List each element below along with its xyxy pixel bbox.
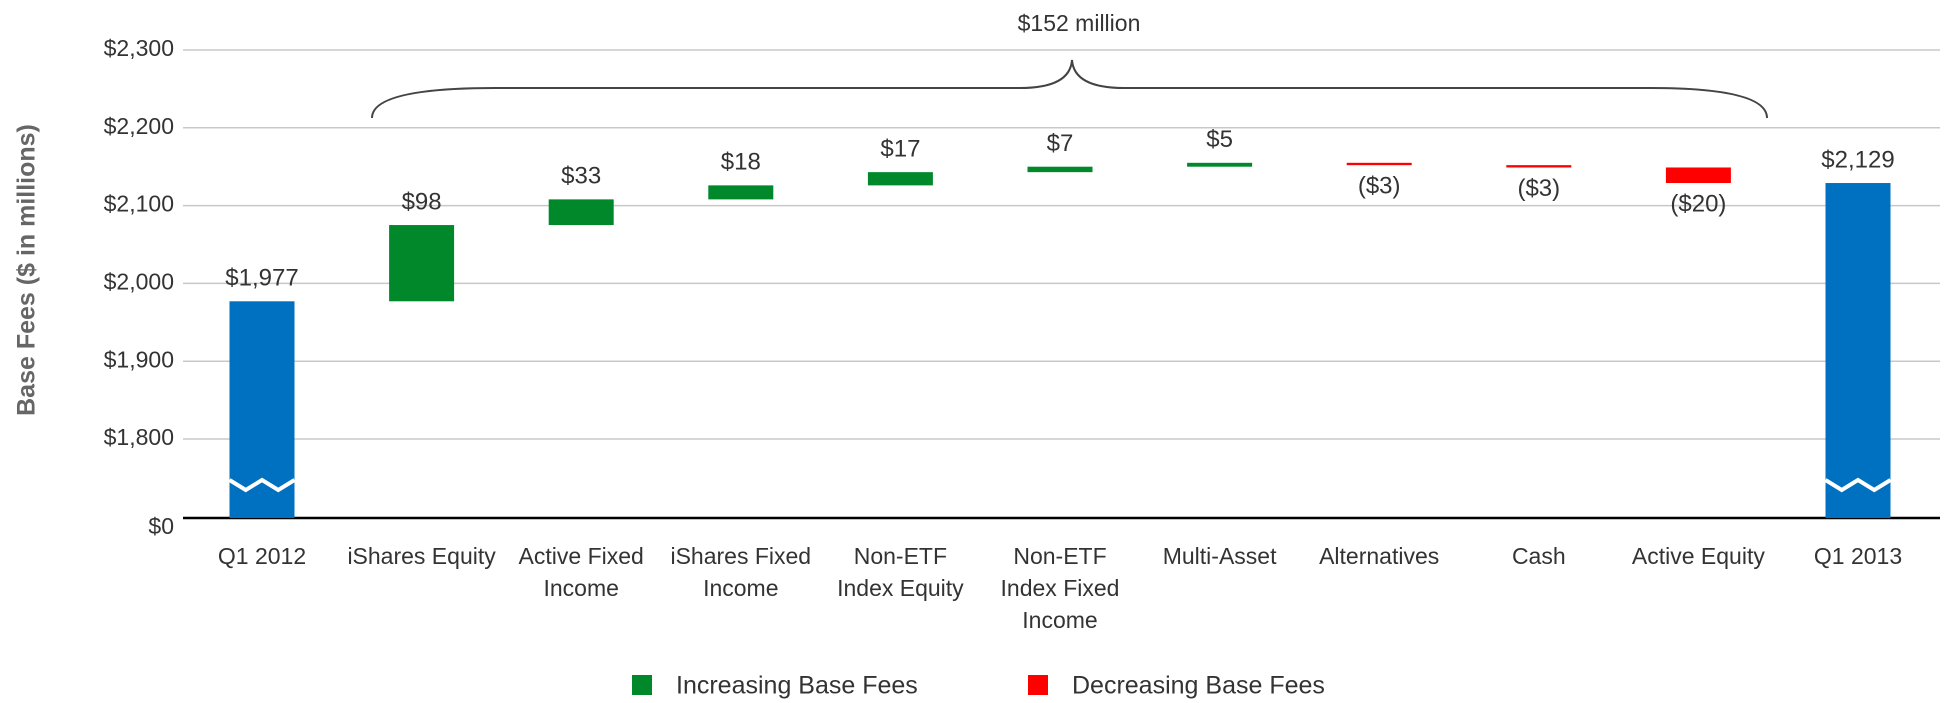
x-tick-label: Active Equity — [1631, 543, 1765, 569]
legend-label: Increasing Base Fees — [676, 672, 918, 700]
x-tick-label: Q1 2012 — [217, 543, 307, 569]
bar — [1346, 162, 1412, 166]
brace — [371, 59, 1768, 119]
value-label: $33 — [561, 163, 601, 190]
value-label: $98 — [402, 188, 442, 215]
axis-break-mark — [1824, 477, 1892, 493]
value-label: $18 — [721, 149, 761, 176]
y-tick-label: $2,200 — [104, 113, 174, 139]
y-tick-label: $1,800 — [104, 424, 174, 450]
bar — [1825, 183, 1891, 518]
legend-label: Decreasing Base Fees — [1072, 672, 1325, 700]
value-label: $5 — [1206, 126, 1233, 153]
bar — [389, 225, 455, 302]
bar — [1506, 165, 1572, 168]
y-tick-label: $1,900 — [104, 346, 174, 372]
axis-break-mark — [228, 477, 296, 493]
value-label: $1,977 — [225, 265, 298, 292]
bar — [1027, 166, 1093, 173]
legend-swatch — [632, 675, 652, 695]
x-tick-label: Q1 2013 — [1813, 543, 1903, 569]
value-label: $17 — [880, 135, 920, 162]
value-label: $7 — [1047, 130, 1074, 157]
value-label: ($3) — [1358, 172, 1401, 199]
x-tick-label: Non-ETF Index Fixed Income — [1000, 543, 1120, 633]
x-tick-label: Cash — [1511, 543, 1566, 569]
y-tick-label: $0 — [148, 513, 174, 539]
y-axis-label: Base Fees ($ in millions) — [13, 124, 41, 416]
x-tick-label: Multi-Asset — [1162, 543, 1277, 569]
x-tick-label: Alternatives — [1319, 543, 1440, 569]
bar — [1187, 162, 1253, 167]
bar — [548, 199, 614, 226]
x-tick-label: Non-ETF Index Equity — [837, 543, 964, 601]
x-tick-label: iShares Fixed Income — [670, 543, 812, 601]
bar — [1665, 167, 1731, 184]
y-tick-label: $2,000 — [104, 268, 174, 294]
y-tick-label: $2,300 — [104, 35, 174, 61]
bar — [867, 172, 933, 186]
value-label: $2,129 — [1821, 146, 1894, 173]
value-label: ($3) — [1517, 175, 1560, 202]
bar — [708, 185, 774, 200]
value-label: ($20) — [1670, 190, 1726, 217]
y-tick-label: $2,100 — [104, 191, 174, 217]
annotation: $152 million — [1018, 10, 1141, 36]
x-tick-label: iShares Equity — [347, 543, 496, 569]
x-tick-label: Active Fixed Income — [518, 543, 644, 601]
legend-swatch — [1028, 675, 1048, 695]
